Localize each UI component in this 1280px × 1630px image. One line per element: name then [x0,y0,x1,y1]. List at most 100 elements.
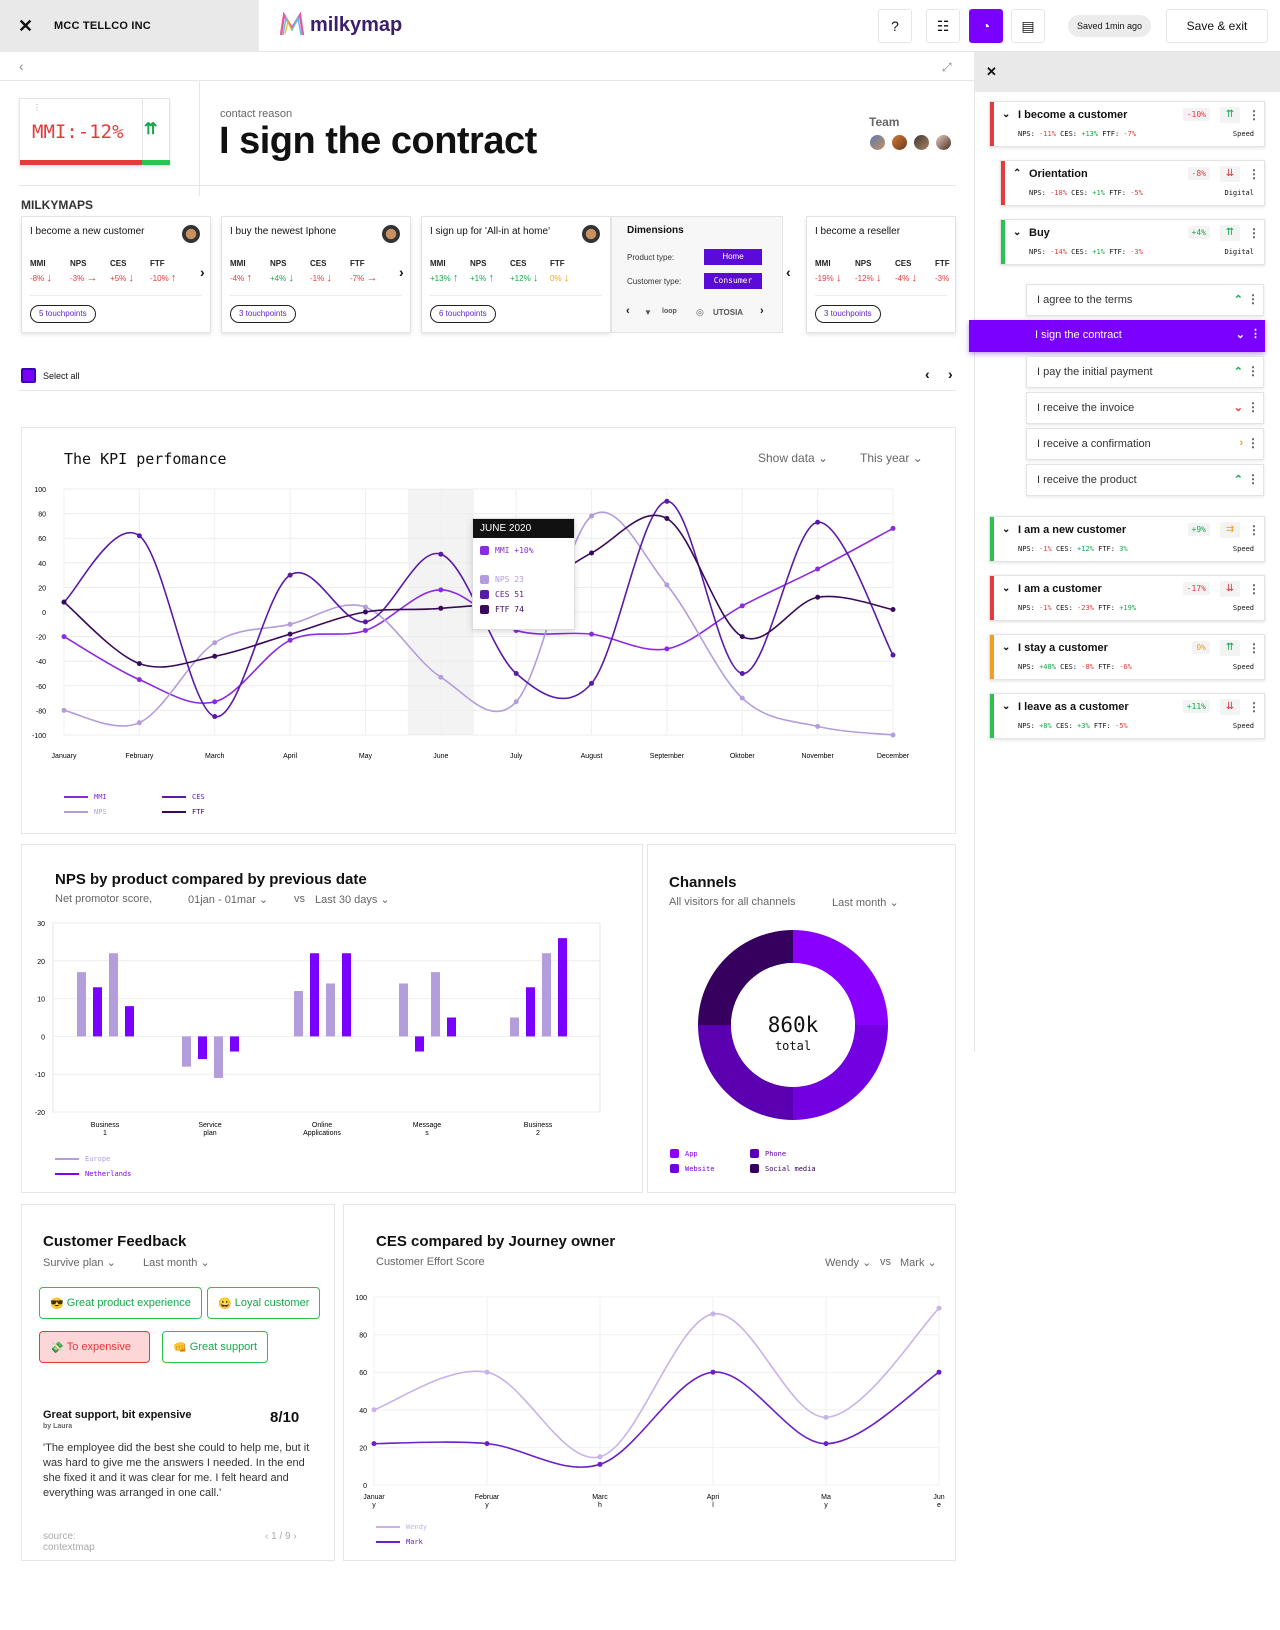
ftf-value: -5% [1130,189,1143,197]
close-icon[interactable]: ✕ [18,15,34,36]
journey-step[interactable]: I agree to the terms ⌃ ⋮ [1026,284,1264,316]
customer-type-select[interactable]: Consumer [704,273,762,289]
journey-step[interactable]: I receive the product ⌃ ⋮ [1026,464,1264,496]
pager[interactable]: ‹ 1 / 9 › [265,1531,297,1542]
kpi-number: +5% [110,274,127,283]
journey-step[interactable]: I receive the invoice ⌄ ⋮ [1026,392,1264,424]
milkymap-card[interactable]: I sign up for 'All-in at home' MMI +13% ↑ N… [421,216,611,333]
more-icon[interactable]: ⋮ [1248,582,1260,596]
journey-item[interactable]: ⌄ I leave as a customer +11% ⇊ ⋮ NPS: +8% CES… [989,693,1265,739]
help-button[interactable]: ? [878,9,912,43]
journey-metrics: NPS: +48% CES: -8% FTF: -6% [1018,663,1132,671]
product-type-select[interactable]: Home [704,249,762,265]
more-icon[interactable]: ⋮ [1247,472,1259,486]
feedback-period-dropdown[interactable]: Last month ⌄ [143,1257,210,1269]
touchpoints-badge[interactable]: 6 touchpoints [430,305,496,323]
kpi-panel: The KPI perfomance Show data ⌄ This year… [21,427,956,834]
legend-item: Netherlands [55,1170,131,1178]
page-title: I sign the contract [219,120,537,162]
more-icon[interactable]: ⋮ [1248,226,1260,240]
journey-step-active[interactable]: I sign the contract ⌄ ⋮ [969,320,1265,352]
feedback-tag[interactable]: 👊 Great support [162,1331,269,1363]
chevron-icon[interactable]: ⌄ [1002,524,1011,535]
kpi-number: +4% [270,274,287,283]
avatar[interactable] [890,133,909,152]
back-chevron-icon[interactable]: ‹ [19,58,24,74]
kpi-label: FTF [935,259,950,268]
journey-item[interactable]: ⌃ Orientation -8% ⇊ ⋮ NPS: -18% CES: +1% FTF:… [1000,160,1265,206]
close-icon[interactable]: ✕ [986,64,997,79]
touchpoints-badge[interactable]: 3 touchpoints [815,305,881,323]
more-icon[interactable]: ⋮ [1247,436,1259,450]
chevron-icon[interactable]: ⌄ [1013,227,1022,238]
plan-dropdown[interactable]: Survive plan ⌄ [43,1257,116,1269]
kpi-label: MMI [815,259,831,268]
more-icon[interactable]: ⋮ [1247,400,1259,414]
more-icon[interactable]: ⋮ [1250,328,1261,340]
chevron-left-icon[interactable]: ‹ [626,305,630,317]
show-data-dropdown[interactable]: Show data ⌄ [758,451,829,465]
list-view-button[interactable]: ☷ [926,9,960,43]
owner-a-dropdown[interactable]: Wendy ⌄ [825,1257,872,1269]
avatar[interactable] [868,133,887,152]
journey-item[interactable]: ⌄ Buy +4% ⇈ ⋮ NPS: -14% CES: +1% FTF: -3% Digi… [1000,219,1265,265]
channel-label: Speed [1232,722,1254,730]
info-icon[interactable]: ⋮ [33,103,41,112]
milkymap-logo-icon [279,12,305,36]
journey-item[interactable]: ⌄ I become a customer -10% ⇈ ⋮ NPS: -11% CES:… [989,101,1265,147]
document-icon: ▤ [1021,17,1035,34]
more-icon[interactable]: ⋮ [1248,108,1260,122]
chevron-icon[interactable]: ⌄ [1002,109,1011,120]
journey-step[interactable]: I pay the initial payment ⌃ ⋮ [1026,356,1264,388]
more-icon[interactable]: ⋮ [1248,641,1260,655]
more-icon[interactable]: ⋮ [1248,523,1260,537]
chevron-icon[interactable]: ⌄ [1002,583,1011,594]
feedback-tag[interactable]: 😀 Loyal customer [207,1287,321,1319]
compare-dropdown[interactable]: Last 30 days ⌄ [315,894,390,906]
feedback-tag[interactable]: 😎 Great product experience [39,1287,202,1319]
owner-b-dropdown[interactable]: Mark ⌄ [900,1257,937,1269]
channels-period-dropdown[interactable]: Last month ⌄ [832,897,899,909]
data-point [890,607,896,613]
chevron-right-icon[interactable]: › [399,264,404,280]
kpi-number: -4% [230,274,245,283]
more-icon[interactable]: ⋮ [1247,364,1259,378]
chevron-icon[interactable]: ⌄ [1002,701,1011,712]
kpi-label: NPS [470,259,487,268]
milkymap-card[interactable]: I become a new customer MMI -8% ↓ NPS -3% → C… [21,216,211,333]
more-icon[interactable]: ⋮ [1247,292,1259,306]
chevron-right-icon[interactable]: › [200,264,205,280]
journey-step[interactable]: I receive a confirmation › ⋮ [1026,428,1264,460]
series-line-mmi [63,527,894,704]
range-dropdown[interactable]: 01jan - 01mar ⌄ [188,894,269,906]
feedback-tag[interactable]: 💸 To expensive [39,1331,150,1363]
period-dropdown[interactable]: This year ⌄ [860,451,923,465]
milkymap-card[interactable]: I become a reseller MMI -19% ↓ NPS -12% ↓ CES… [806,216,956,333]
touchpoints-badge[interactable]: 3 touchpoints [230,305,296,323]
chevron-right-icon[interactable]: › [760,305,764,317]
milkymap-card[interactable]: I buy the newest Iphone MMI -4% ↑ NPS +4% ↓ C… [221,216,411,333]
chevron-left-icon[interactable]: ‹ [925,366,930,382]
chevron-left-icon[interactable]: ‹ [786,264,791,280]
more-icon[interactable]: ⋮ [1248,167,1260,181]
save-exit-button[interactable]: Save & exit [1166,9,1268,43]
chevron-icon[interactable]: ⌄ [1002,642,1011,653]
avatar[interactable] [934,133,953,152]
tooltip-item: CES 51 [473,590,574,599]
touchpoints-badge[interactable]: 5 touchpoints [30,305,96,323]
journey-item[interactable]: ⌄ I am a customer -17% ⇊ ⋮ NPS: -1% CES: -23%… [989,575,1265,621]
select-all[interactable]: Select all [21,368,80,383]
journey-item[interactable]: ⌄ I stay a customer 0% ⇈ ⋮ NPS: +48% CES: -8%… [989,634,1265,680]
more-icon[interactable]: ⋮ [1248,700,1260,714]
expand-icon[interactable]: ⤢ [942,60,952,74]
checkbox[interactable] [21,368,36,383]
avatar[interactable] [912,133,931,152]
chevron-icon[interactable]: ⌃ [1013,168,1022,179]
chevron-right-icon[interactable]: › [948,366,953,382]
journey-item[interactable]: ⌄ I am a new customer +9% ⇉ ⋮ NPS: -1% CES: +… [989,516,1265,562]
export-button[interactable]: ▤ [1011,9,1045,43]
chevron-down-icon[interactable]: ⌄ [1235,329,1245,341]
card-kpi: MMI +13% ↑ [430,259,458,284]
chart-view-button[interactable]: ◔ [969,9,1003,43]
kpi-value: -19% ↓ [815,272,841,284]
